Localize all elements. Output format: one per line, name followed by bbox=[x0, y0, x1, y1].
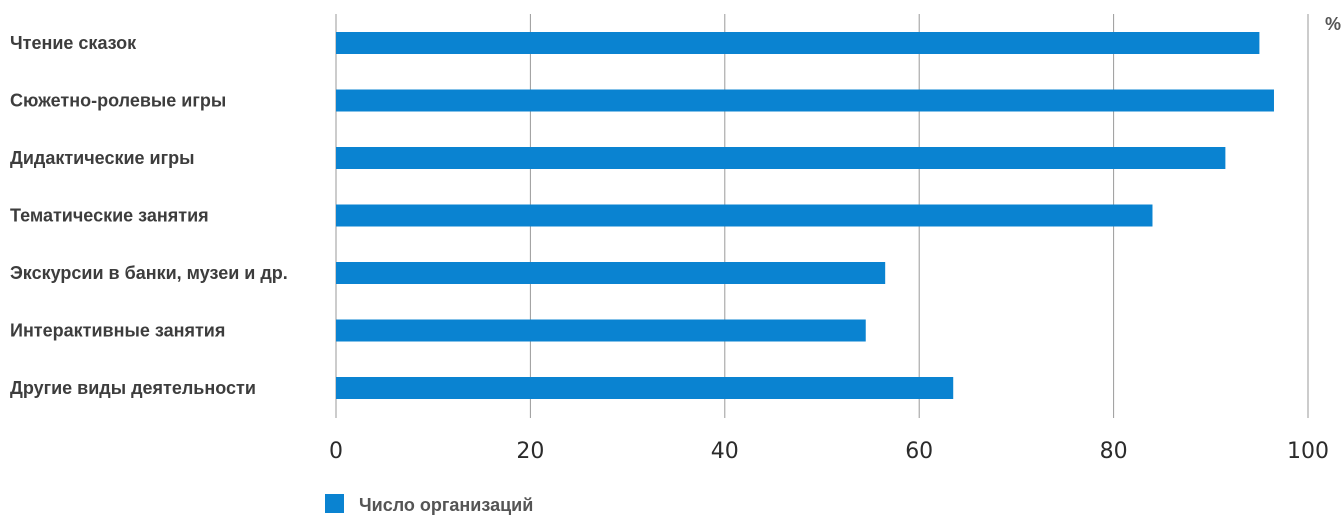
category-label: Сюжетно-ролевые игры bbox=[10, 91, 226, 111]
category-label: Дидактические игры bbox=[10, 148, 194, 168]
category-labels: Чтение сказок Сюжетно-ролевые игры Дидакти… bbox=[10, 33, 288, 398]
bar bbox=[336, 89, 1274, 112]
bar bbox=[336, 147, 1226, 169]
x-tick-label: 100 bbox=[1287, 439, 1329, 464]
legend: Число организаций bbox=[325, 494, 533, 515]
bar bbox=[336, 204, 1153, 227]
bar bbox=[336, 32, 1260, 54]
x-tick-label: 20 bbox=[516, 439, 544, 464]
x-tick-label: 80 bbox=[1100, 439, 1128, 464]
x-tick-label: 40 bbox=[711, 439, 739, 464]
category-label: Экскурсии в банки, музеи и др. bbox=[10, 263, 288, 283]
category-label: Другие виды деятельности bbox=[10, 378, 256, 398]
x-tick-label: 0 bbox=[329, 439, 343, 464]
x-tick-label: 60 bbox=[905, 439, 933, 464]
x-tick-labels: 0 20 40 60 80 100 bbox=[329, 439, 1329, 464]
bars bbox=[336, 32, 1274, 399]
bar bbox=[336, 377, 954, 399]
bar bbox=[336, 262, 886, 284]
category-label: Тематические занятия bbox=[10, 206, 209, 226]
bar bbox=[336, 319, 866, 342]
category-label: Чтение сказок bbox=[10, 33, 137, 53]
legend-label: Число организаций bbox=[359, 495, 533, 515]
unit-label: % bbox=[1325, 14, 1341, 34]
category-label: Интерактивные занятия bbox=[10, 321, 225, 341]
legend-swatch bbox=[325, 494, 344, 513]
